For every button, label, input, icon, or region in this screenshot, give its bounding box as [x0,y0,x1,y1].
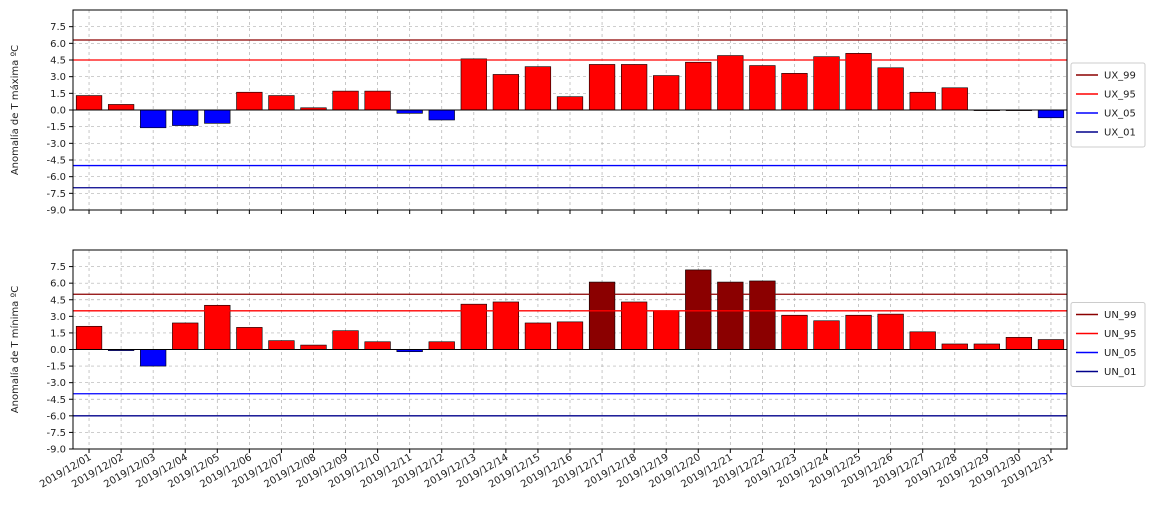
y-tick-label: -1.5 [46,362,66,373]
bar-2019/12/23 [781,314,808,350]
y-tick-label: -9.0 [46,445,66,456]
bar-2019/12/25 [845,53,872,111]
y-axis-label: Anomalía de T mínima ºC [9,286,21,413]
bar-2019/12/05 [204,109,231,124]
bar-2019/12/24 [813,56,840,111]
y-tick-label: 7.5 [50,22,66,33]
bar-2019/12/12 [428,341,455,350]
bar-2019/12/03 [140,349,167,367]
bar-2019/12/09 [332,330,359,350]
bar-2019/12/19 [653,75,680,111]
bar-2019/12/31 [1037,109,1065,119]
bar-2019/12/15 [524,66,552,111]
bar-2019/12/10 [364,341,391,350]
bar-2019/12/08 [300,344,327,350]
bar-2019/12/18 [621,64,648,111]
y-tick-label: 3.0 [50,312,66,323]
bar-2019/12/03 [140,109,167,129]
bar-2019/12/26 [877,67,904,111]
bar-2019/12/06 [236,91,263,111]
y-tick-label: -6.0 [46,411,66,422]
legend-box [1070,302,1146,387]
bar-2019/12/17 [588,64,616,111]
bar-2019/12/28 [941,87,968,111]
bar-2019/12/07 [268,340,295,350]
y-tick-label: -3.0 [46,139,66,150]
y-tick-label: 0.0 [50,345,66,356]
bar-2019/12/21 [717,281,744,350]
legend-label-UX_05: UX_05 [1104,109,1136,120]
bar-2019/12/20 [685,61,712,111]
y-tick-label: 3.0 [50,72,66,83]
bar-2019/12/06 [236,327,263,350]
legend: UN_99 UN_95 UN_05 UN_01 [1070,302,1146,387]
legend: UX_99 UX_95 UX_05 UX_01 [1070,62,1146,148]
bar-2019/12/16 [556,321,584,350]
bar-2019/12/09 [332,90,359,111]
bar-2019/12/27 [909,331,936,350]
bar-2019/12/29 [973,343,1000,350]
bar-2019/12/26 [877,313,904,350]
y-tick-label: -4.5 [46,395,66,406]
y-tick-label: -1.5 [46,122,66,133]
y-tick-label: 1.5 [50,328,66,339]
bar-2019/12/15 [524,322,552,350]
y-tick-label: -7.5 [46,428,66,439]
y-tick-label: -3.0 [46,378,66,389]
bar-2019/12/18 [621,301,648,350]
bar-2019/12/27 [909,91,936,111]
bar-2019/12/17 [588,281,616,350]
bar-2019/12/24 [813,320,840,350]
y-tick-label: 7.5 [50,262,66,273]
bar-2019/12/22 [749,280,776,350]
legend-label-UN_05: UN_05 [1104,348,1137,359]
bar-2019/12/31 [1037,339,1065,350]
bar-2019/12/04 [172,109,199,126]
bar-2019/12/13 [460,58,487,111]
bar-2019/12/16 [556,96,584,111]
legend-box [1070,62,1146,148]
legend-label-UN_95: UN_95 [1104,329,1137,340]
y-tick-label: -7.5 [46,189,66,200]
chart-panel-1: -9.0 -7.5 -6.0 -4.5 -3.0 -1.5 0.0 1.5 3.0 4.5 6.0 7… [9,9,1146,217]
bar-2019/12/10 [364,90,391,111]
bar-2019/12/22 [749,65,776,111]
y-tick-label: 4.5 [50,56,66,67]
legend-label-UN_01: UN_01 [1104,367,1137,378]
bar-2019/12/01 [75,95,103,111]
bar-2019/12/05 [204,304,231,350]
bar-2019/12/30 [1005,337,1033,350]
y-tick-label: -9.0 [46,206,66,217]
y-tick-label: 4.5 [50,295,66,306]
legend-label-UX_95: UX_95 [1104,90,1136,101]
bar-2019/12/28 [941,343,968,350]
bar-2019/12/02 [107,104,135,111]
y-tick-label: 6.0 [50,39,66,50]
bar-2019/12/14 [492,301,519,350]
y-axis-label: Anomalía de T máxima ºC [9,45,21,175]
bar-2019/12/25 [845,314,872,350]
y-tick-label: 1.5 [50,89,66,100]
bar-2019/12/04 [172,322,199,350]
y-tick-label: -6.0 [46,172,66,183]
bar-2019/12/12 [428,109,455,121]
bar-2019/12/20 [685,269,712,350]
y-tick-label: 6.0 [50,279,66,290]
y-tick-label: 0.0 [50,106,66,117]
bar-2019/12/14 [492,74,519,111]
bar-2019/12/21 [717,55,744,111]
bar-2019/12/07 [268,95,295,111]
bar-2019/12/19 [653,310,680,350]
legend-label-UN_99: UN_99 [1104,310,1137,321]
legend-label-UX_01: UX_01 [1104,128,1136,139]
legend-label-UX_99: UX_99 [1104,71,1136,82]
chart-panel-2: -9.0 -7.5 -6.0 -4.5 -3.0 -1.5 0.0 1.5 3.0 4.5 6.0 7… [9,249,1146,490]
y-tick-label: -4.5 [46,156,66,167]
bar-2019/12/01 [75,325,103,350]
bar-2019/12/13 [460,303,487,350]
bar-2019/12/23 [781,73,808,111]
